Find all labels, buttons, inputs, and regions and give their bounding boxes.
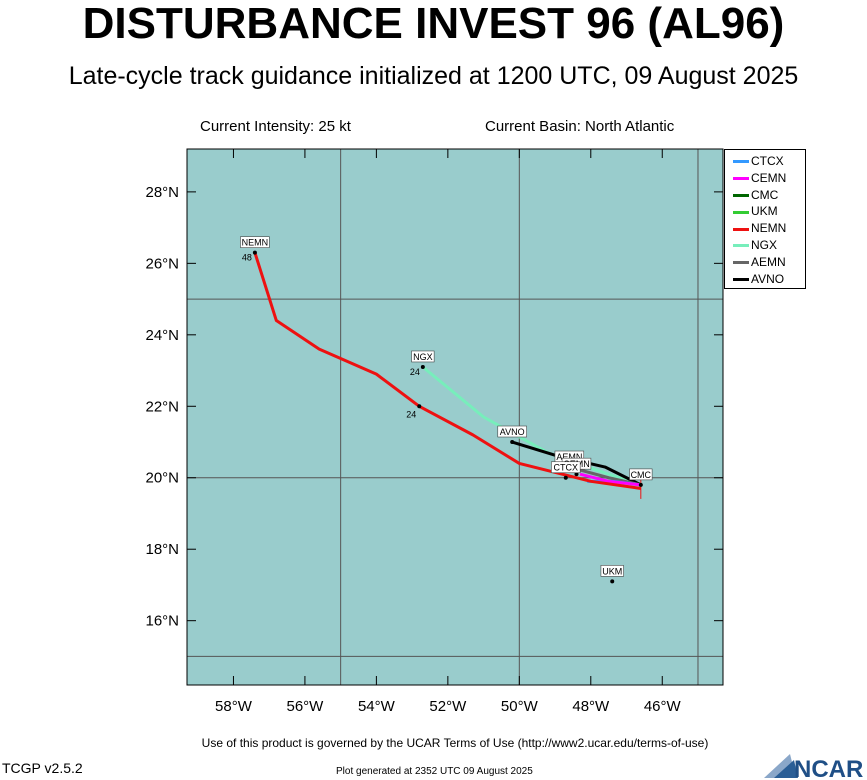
ncar-logo-text: NCAR xyxy=(794,756,863,780)
map-axes: 16°N 18°N 20°N 22°N 24°N 26°N 28°N 58°W 56°W 54°W… xyxy=(145,149,723,715)
track-endpoint xyxy=(420,364,425,369)
track-label-cmc: CMC xyxy=(631,470,652,480)
legend-swatch xyxy=(733,177,749,181)
lat-tick-label: 24°N xyxy=(145,327,179,344)
track-label-box xyxy=(497,425,527,438)
lat-tick-label: 28°N xyxy=(145,184,179,201)
track-endpoint xyxy=(638,482,643,487)
version-label: TCGP v2.5.2 xyxy=(2,760,83,776)
ncar-logo: NCAR xyxy=(764,754,863,780)
ocean-area xyxy=(187,149,723,685)
legend-swatch xyxy=(733,277,749,281)
terms-of-use: Use of this product is governed by the U… xyxy=(201,736,709,750)
legend-label: NEMN xyxy=(751,221,787,236)
forecast-hour-point xyxy=(417,404,422,409)
track-label-ctcx: CTCX xyxy=(554,463,579,473)
legend-item-avno: AVNO xyxy=(733,271,784,287)
forecast-hour-label: 48 xyxy=(242,253,252,263)
lat-tick-label: 16°N xyxy=(145,613,179,630)
lon-tick-label: 50°W xyxy=(501,698,539,715)
current-intensity: Current Intensity: 25 kt xyxy=(200,118,351,135)
current-basin: Current Basin: North Atlantic xyxy=(485,118,675,135)
legend-swatch xyxy=(733,210,749,214)
legend-item-ngx: NGX xyxy=(733,237,777,253)
track-label-box xyxy=(600,565,624,577)
legend-label: CEMN xyxy=(751,170,787,185)
track-label-nemn: NEMN xyxy=(242,238,269,248)
forecast-hour-label: 24 xyxy=(410,367,420,377)
map-grid xyxy=(187,149,723,685)
lon-tick-label: 52°W xyxy=(429,698,467,715)
track-label-box xyxy=(551,461,581,474)
chart-title: DISTURBANCE INVEST 96 (AL96) xyxy=(82,0,785,48)
track-endpoint xyxy=(252,250,257,255)
legend-swatch xyxy=(733,227,749,231)
track-label-ukm: UKM xyxy=(602,566,622,576)
legend-item-ctcx: CTCX xyxy=(733,153,784,169)
legend-item-nemn: NEMN xyxy=(733,220,786,236)
lon-tick-label: 48°W xyxy=(572,698,610,715)
track-endpoint xyxy=(510,440,515,445)
legend-swatch xyxy=(733,261,749,265)
map-border xyxy=(186,148,724,686)
lat-tick-label: 22°N xyxy=(145,398,179,415)
track-label-box xyxy=(240,236,270,248)
lat-tick-label: 26°N xyxy=(145,255,179,272)
legend-label: CMC xyxy=(751,187,779,202)
legend-label: NGX xyxy=(751,238,778,252)
ncar-logo-wave-icon xyxy=(774,760,798,778)
track-endpoint xyxy=(610,579,615,584)
legend-label: AEMN xyxy=(751,254,786,269)
chart-subtitle: Late-cycle track guidance initialized at… xyxy=(68,62,799,90)
lon-tick-label: 46°W xyxy=(644,698,682,715)
lat-tick-label: 20°N xyxy=(145,470,179,487)
legend-swatch xyxy=(733,160,749,164)
forecast-hour-label: 24 xyxy=(406,409,416,419)
legend-swatch xyxy=(733,193,749,197)
track-endpoint xyxy=(574,472,579,477)
legend-label: UKM xyxy=(751,204,778,219)
lon-tick-label: 56°W xyxy=(286,698,324,715)
lat-tick-label: 18°N xyxy=(145,541,179,558)
legend-item-aemn: AEMN xyxy=(733,254,786,270)
track-labels: NEMN48NGX24AVNOAEMNCEMNCTCXCMCUKM24 xyxy=(240,236,653,584)
track-cemn xyxy=(579,472,641,487)
legend-swatch xyxy=(733,244,749,248)
track-label-box xyxy=(629,468,653,481)
legend-label: CTCX xyxy=(751,154,784,168)
legend-item-ukm: UKM xyxy=(733,203,778,219)
generated-timestamp: Plot generated at 2352 UTC 09 August 202… xyxy=(336,766,533,777)
track-label-avno: AVNO xyxy=(500,427,525,437)
lon-tick-label: 54°W xyxy=(358,698,396,715)
legend: CTCX CEMN CMC UKM NEMN NGX AEMN AVNO xyxy=(724,149,806,289)
track-endpoint xyxy=(563,475,568,480)
legend-item-cmc: CMC xyxy=(733,187,778,203)
legend-item-cemn: CEMN xyxy=(733,170,786,186)
track-label-aemn: AEMN xyxy=(556,452,582,462)
lon-tick-label: 58°W xyxy=(215,698,253,715)
legend-label: AVNO xyxy=(751,271,785,286)
track-label-box xyxy=(411,350,435,363)
track-label-ngx: NGX xyxy=(413,352,433,362)
